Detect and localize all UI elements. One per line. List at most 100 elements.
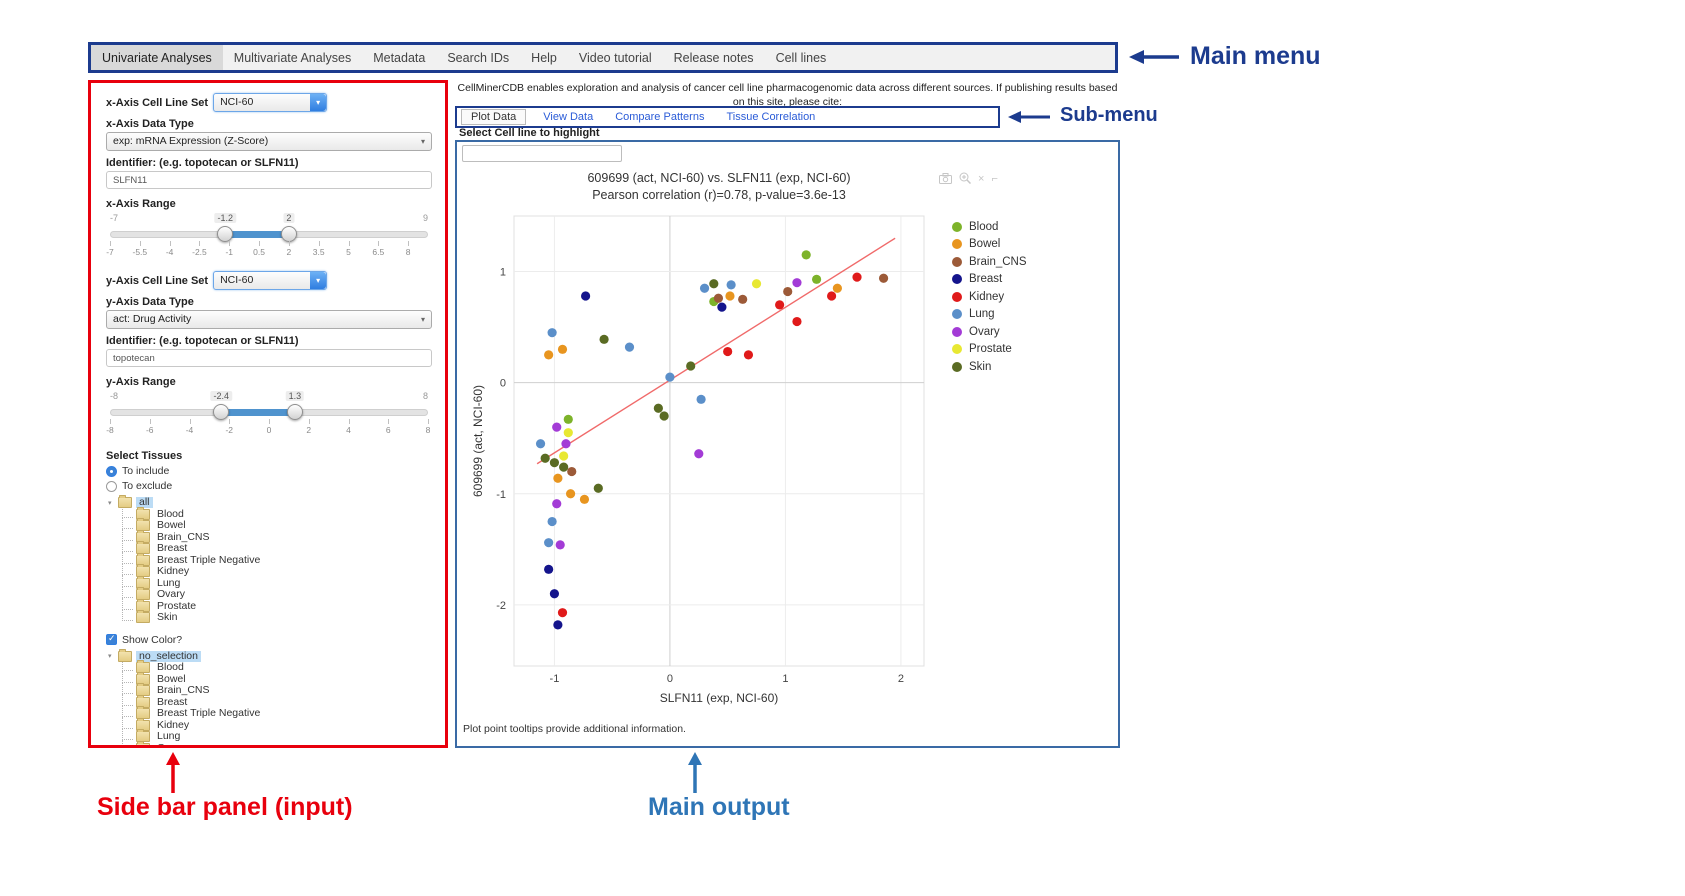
data-point[interactable] (540, 453, 550, 463)
data-point[interactable] (665, 372, 675, 382)
legend-item-blood[interactable]: Blood (952, 218, 1027, 236)
data-point[interactable] (723, 346, 733, 357)
menu-item-multivariate-analyses[interactable]: Multivariate Analyses (233, 50, 352, 65)
menu-item-video-tutorial[interactable]: Video tutorial (578, 50, 652, 65)
tree-item-blood[interactable]: Blood (122, 659, 432, 674)
sub-menu-tab-compare-patterns[interactable]: Compare Patterns (615, 111, 705, 123)
data-point[interactable] (559, 462, 569, 472)
data-point[interactable] (552, 499, 562, 509)
menu-item-release-notes[interactable]: Release notes (673, 50, 754, 65)
menu-item-cell-lines[interactable]: Cell lines (775, 50, 827, 65)
menu-item-metadata[interactable]: Metadata (373, 50, 426, 65)
tree-root-all[interactable]: ▾ all (108, 495, 432, 509)
data-point[interactable] (549, 458, 560, 468)
slider-bar[interactable] (221, 409, 295, 416)
y-identifier-input[interactable] (106, 349, 432, 367)
menu-item-univariate-analyses[interactable]: Univariate Analyses (91, 45, 223, 70)
data-point[interactable] (599, 334, 609, 344)
data-point[interactable] (553, 620, 563, 630)
legend-item-breast[interactable]: Breast (952, 271, 1027, 289)
radio-include[interactable] (106, 465, 117, 477)
tree-item-bowel[interactable]: Bowel (122, 517, 432, 532)
tissue-exclude-option[interactable]: To exclude (106, 479, 432, 493)
data-point[interactable] (725, 291, 735, 301)
close-icon[interactable]: × (978, 173, 985, 185)
slider-handle-to[interactable] (280, 226, 297, 242)
data-point[interactable] (792, 278, 802, 288)
highlight-cell-line-input[interactable] (462, 145, 622, 162)
data-point[interactable] (555, 540, 565, 550)
data-point[interactable] (579, 494, 590, 504)
data-point[interactable] (653, 403, 663, 413)
data-point[interactable] (878, 273, 889, 283)
data-point[interactable] (535, 439, 546, 449)
tree-item-ovary[interactable]: Ovary (122, 740, 432, 745)
data-point[interactable] (696, 394, 706, 404)
data-point[interactable] (792, 316, 802, 327)
data-point[interactable] (751, 279, 762, 289)
menu-item-search-ids[interactable]: Search IDs (447, 50, 510, 65)
slider-handle-from[interactable] (217, 226, 234, 242)
data-point[interactable] (686, 361, 696, 371)
data-point[interactable] (563, 414, 573, 424)
data-point[interactable] (811, 274, 822, 284)
tissue-include-option[interactable]: To include (106, 464, 432, 478)
tree-item-kidney[interactable]: Kidney (122, 563, 432, 578)
tree-item-ovary[interactable]: Ovary (122, 586, 432, 601)
x-range-slider[interactable]: -7 9 -1.2 2 -7 -5.5 -4 -2.5 -1 0.5 2 3.5 5 6.5 8 (106, 212, 428, 258)
data-point[interactable] (559, 451, 569, 461)
radio-exclude[interactable] (106, 480, 117, 492)
data-point[interactable] (775, 300, 785, 310)
legend-item-kidney[interactable]: Kidney (952, 288, 1027, 306)
show-color-option[interactable]: Show Color? (106, 633, 432, 647)
data-point[interactable] (563, 428, 573, 438)
legend-item-bowel[interactable]: Bowel (952, 236, 1027, 254)
select-icon[interactable]: ⌐ (991, 173, 998, 185)
data-point[interactable] (743, 350, 754, 360)
data-point[interactable] (553, 473, 563, 483)
tree-item-breast-triple-negative[interactable]: Breast Triple Negative (122, 705, 432, 720)
data-point[interactable] (659, 411, 669, 421)
data-point[interactable] (801, 250, 811, 260)
tree-item-skin[interactable]: Skin (122, 609, 432, 624)
data-point[interactable] (726, 280, 736, 290)
data-point[interactable] (547, 328, 557, 338)
data-point[interactable] (565, 489, 576, 499)
x-identifier-input[interactable] (106, 171, 432, 189)
legend-item-lung[interactable]: Lung (952, 306, 1027, 324)
data-point[interactable] (581, 291, 591, 301)
legend-item-brain-cns[interactable]: Brain_CNS (952, 253, 1027, 271)
data-point[interactable] (544, 564, 554, 574)
data-point[interactable] (783, 286, 793, 297)
data-point[interactable] (738, 294, 748, 304)
data-point[interactable] (593, 483, 603, 493)
zoom-in-icon[interactable] (959, 172, 972, 187)
menu-item-help[interactable]: Help (531, 50, 557, 65)
tree-item-breast[interactable]: Breast (122, 540, 432, 555)
legend-item-skin[interactable]: Skin (952, 358, 1027, 376)
y-cell-line-set-select[interactable]: NCI-60 ▾ (213, 271, 328, 290)
data-point[interactable] (624, 342, 635, 352)
slider-handle-from[interactable] (213, 404, 230, 420)
sub-menu-tab-view-data[interactable]: View Data (543, 111, 594, 123)
slider-handle-to[interactable] (286, 404, 303, 420)
data-point[interactable] (709, 279, 719, 289)
camera-icon[interactable] (939, 172, 952, 187)
tree-item-lung[interactable]: Lung (122, 728, 432, 743)
data-point[interactable] (567, 466, 577, 477)
data-point[interactable] (832, 283, 842, 293)
data-point[interactable] (557, 608, 568, 618)
x-cell-line-set-select[interactable]: NCI-60 ▾ (213, 93, 328, 112)
tree-item-brain-cns[interactable]: Brain_CNS (122, 682, 432, 697)
data-point[interactable] (713, 293, 724, 303)
y-range-slider[interactable]: -8 8 -2.4 1.3 -8 -6 -4 -2 0 2 4 6 8 (106, 390, 430, 436)
legend-item-ovary[interactable]: Ovary (952, 323, 1027, 341)
x-data-type-select[interactable]: exp: mRNA Expression (Z-Score) ▾ (106, 132, 432, 151)
sub-menu-tab-tissue-correlation[interactable]: Tissue Correlation (726, 111, 816, 123)
data-point[interactable] (557, 344, 568, 354)
show-color-checkbox[interactable] (106, 633, 117, 645)
data-point[interactable] (552, 422, 562, 432)
data-point[interactable] (827, 291, 837, 301)
data-point[interactable] (694, 449, 704, 459)
data-point[interactable] (544, 538, 554, 548)
